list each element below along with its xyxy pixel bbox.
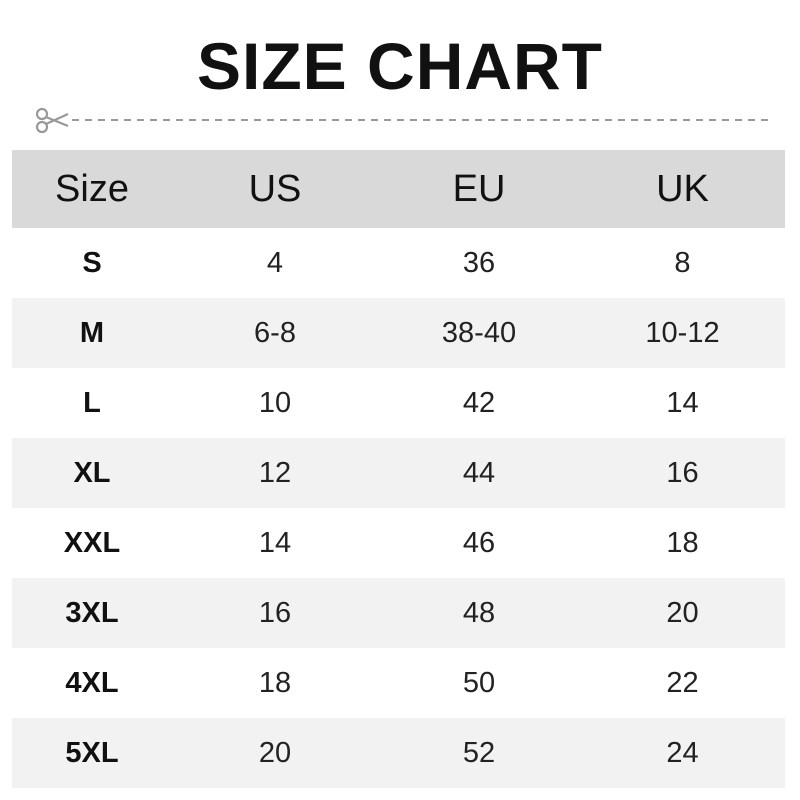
cell-us: 18 <box>258 666 292 699</box>
cell-eu: 46 <box>462 526 496 559</box>
cell-eu: 52 <box>462 736 496 769</box>
header-us: US <box>248 167 302 210</box>
cell-size: L <box>83 386 101 419</box>
cell-size: XXL <box>63 526 121 559</box>
cell-us: 16 <box>258 596 292 629</box>
cell-size: 4XL <box>65 666 119 699</box>
cell-us: 12 <box>258 456 292 489</box>
header-size: Size <box>55 167 129 210</box>
cell-size: M <box>79 316 105 349</box>
cell-size: 5XL <box>65 736 119 769</box>
page-title: SIZE CHART <box>197 29 603 103</box>
cell-us: 6-8 <box>254 316 296 349</box>
table-row: M 6-8 38-40 10-12 <box>12 298 785 368</box>
table-row: 5XL 20 52 24 <box>12 718 785 788</box>
cell-us: 20 <box>258 736 292 769</box>
cell-uk: 20 <box>666 596 699 629</box>
table-row: L 10 42 14 <box>12 368 785 438</box>
cell-uk: 8 <box>674 246 691 279</box>
cell-eu: 36 <box>462 246 496 279</box>
table-row: S 4 36 8 <box>12 228 785 298</box>
cell-us: 14 <box>258 526 292 559</box>
header-uk: UK <box>656 167 709 210</box>
cell-eu: 42 <box>462 386 496 419</box>
cell-uk: 22 <box>666 666 699 699</box>
table-row: XXL 14 46 18 <box>12 508 785 578</box>
cut-line <box>35 107 769 134</box>
cell-size: 3XL <box>65 596 119 629</box>
cell-size: XL <box>73 456 111 489</box>
table-header-row: Size US EU UK <box>12 150 785 228</box>
cell-uk: 10-12 <box>645 316 720 349</box>
cell-uk: 16 <box>666 456 699 489</box>
cell-size: S <box>82 246 102 279</box>
cell-uk: 14 <box>666 386 699 419</box>
cell-eu: 50 <box>462 666 496 699</box>
cell-eu: 44 <box>462 456 496 489</box>
size-table: Size US EU UK S 4 36 8 M 6-8 38-40 10-12 L 10 42 14… <box>12 150 785 788</box>
cell-us: 10 <box>258 386 292 419</box>
table-row: 3XL 16 48 20 <box>12 578 785 648</box>
table-row: 4XL 18 50 22 <box>12 648 785 718</box>
header-eu: EU <box>452 167 506 210</box>
cell-us: 4 <box>266 246 284 279</box>
scissors-icon <box>35 107 69 134</box>
cell-eu: 48 <box>462 596 496 629</box>
cell-eu: 38-40 <box>441 316 517 349</box>
cell-uk: 18 <box>666 526 699 559</box>
table-row: XL 12 44 16 <box>12 438 785 508</box>
cell-uk: 24 <box>666 736 699 769</box>
